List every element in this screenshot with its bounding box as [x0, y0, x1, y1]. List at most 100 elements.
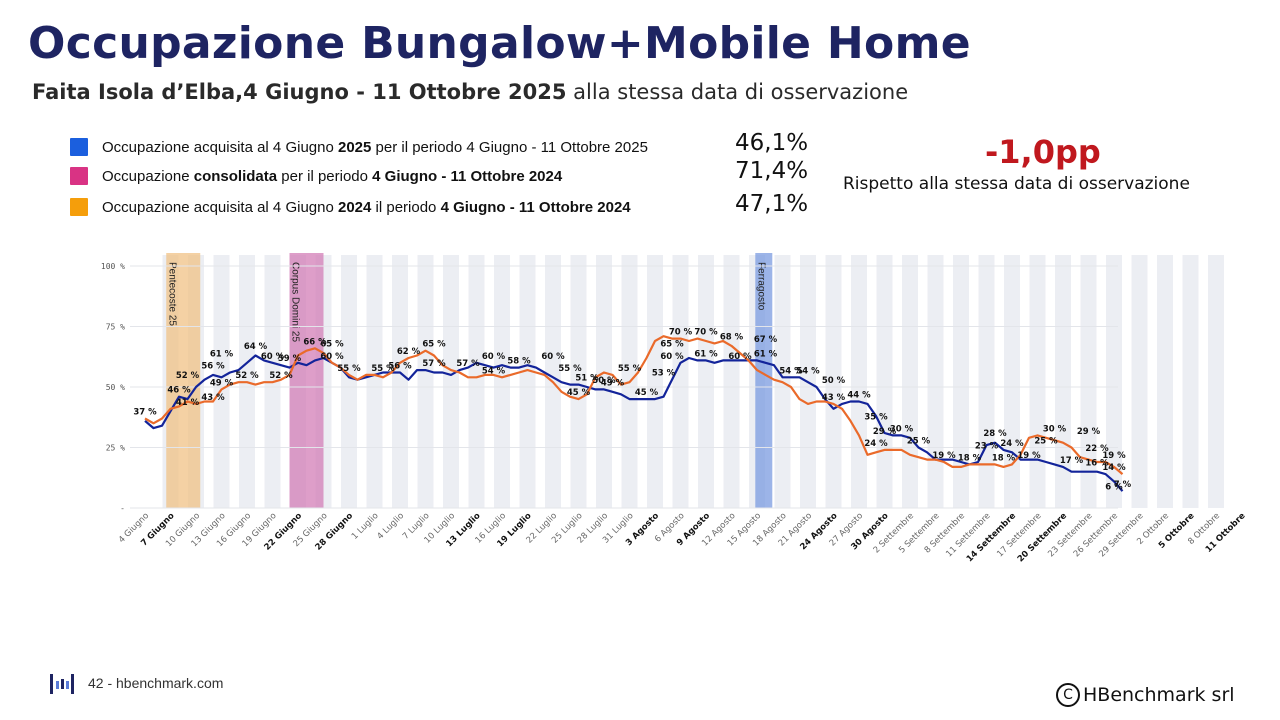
data-label: 49 %: [601, 378, 625, 388]
data-label: 45 %: [635, 388, 659, 398]
legend-label: Occupazione consolidata per il periodo 4…: [102, 167, 563, 185]
weekend-band: [1029, 255, 1046, 508]
weekend-band: [851, 255, 867, 508]
data-label: 51 %: [575, 374, 599, 384]
weekend-band: [1080, 255, 1097, 508]
data-label: 24 %: [864, 439, 888, 449]
data-label: 22 %: [1085, 444, 1109, 454]
data-label: 50 %: [822, 376, 846, 386]
weekend-band: [1131, 255, 1148, 508]
data-label: 45 %: [567, 388, 591, 398]
page-title: Occupazione Bungalow+Mobile Home: [28, 18, 971, 69]
event-band: [755, 253, 773, 508]
data-label: 54 %: [779, 366, 803, 376]
data-label: 35 %: [864, 412, 888, 422]
data-label: 59 %: [278, 354, 302, 364]
data-label: 54 %: [482, 366, 506, 376]
weekend-band: [978, 255, 995, 508]
series-line: [144, 335, 1124, 475]
data-label: 66 %: [303, 337, 327, 347]
data-label: 60 %: [660, 352, 684, 362]
data-label: 14 %: [1102, 463, 1126, 473]
weekend-band: [1157, 255, 1173, 508]
data-label: 25 %: [907, 437, 931, 447]
legend-percentage: 47,1%: [735, 191, 809, 217]
data-label: 53 %: [652, 369, 676, 379]
data-label: 54 %: [796, 366, 820, 376]
copyright-icon: C: [1056, 683, 1080, 707]
weekend-band: [672, 255, 689, 508]
y-tick-label: -: [120, 504, 125, 513]
weekend-band: [519, 255, 536, 508]
data-label: 7 %: [1114, 480, 1132, 490]
data-label: 60 %: [261, 352, 285, 362]
data-label: 16 %: [1085, 458, 1109, 468]
weekend-band: [723, 255, 740, 508]
weekend-band: [468, 255, 485, 508]
data-label: 23 %: [975, 441, 999, 451]
weekend-band: [417, 255, 434, 508]
data-label: 70 %: [669, 328, 693, 338]
footer-page: 42 - hbenchmark.com: [88, 675, 224, 691]
hbenchmark-logo-icon: [50, 674, 74, 694]
data-label: 60 %: [541, 352, 565, 362]
event-label: Corpus Domini 25: [290, 262, 301, 342]
weekend-band: [494, 255, 510, 508]
weekend-band: [213, 255, 230, 508]
legend-label: Occupazione acquisita al 4 Giugno 2024 i…: [102, 198, 631, 216]
data-label: 41 %: [176, 398, 200, 408]
weekend-band: [825, 255, 842, 508]
weekend-band: [341, 255, 357, 508]
legend-item: Occupazione acquisita al 4 Giugno 2025 p…: [70, 138, 648, 156]
data-label: 50 %: [592, 376, 616, 386]
copyright: C HBenchmark srl: [1056, 683, 1235, 707]
data-label: 24 %: [1000, 439, 1024, 449]
data-label: 61 %: [210, 349, 234, 359]
data-label: 46 %: [167, 386, 191, 396]
data-label: 18 %: [958, 453, 982, 463]
data-label: 29 %: [1077, 427, 1101, 437]
data-label: 56 %: [388, 361, 412, 371]
weekend-band: [902, 255, 918, 508]
data-label: 62 %: [397, 347, 421, 357]
y-tick-label: 100 %: [101, 262, 125, 271]
event-band: [289, 253, 324, 508]
data-label: 19 %: [1017, 451, 1041, 461]
data-label: 70 %: [694, 328, 718, 338]
legend-label: Occupazione acquisita al 4 Giugno 2025 p…: [102, 138, 648, 156]
data-label: 52 %: [269, 371, 293, 381]
data-label: 25 %: [1034, 437, 1058, 447]
data-label: 57 %: [456, 359, 480, 369]
weekend-band: [392, 255, 408, 508]
x-tick-label: 1 Luglio: [350, 511, 381, 542]
data-label: 43 %: [201, 393, 225, 403]
legend-swatch: [70, 198, 88, 216]
data-label: 55 %: [558, 364, 582, 374]
data-label: 17 %: [1060, 456, 1084, 466]
legend-percentage: 46,1%: [735, 130, 809, 156]
subtitle-rest: alla stessa data di osservazione: [566, 80, 909, 104]
weekend-band: [953, 255, 969, 508]
page-subtitle: Faita Isola d’Elba,4 Giugno - 11 Ottobre…: [32, 80, 908, 104]
data-label: 37 %: [133, 407, 157, 417]
data-label: 29 %: [873, 427, 897, 437]
weekend-band: [876, 255, 893, 508]
data-label: 52 %: [176, 371, 200, 381]
weekend-band: [927, 255, 944, 508]
series-line: [144, 354, 1124, 492]
data-label: 18 %: [992, 453, 1016, 463]
weekend-band: [1106, 255, 1122, 508]
subtitle-bold: Faita Isola d’Elba,4 Giugno - 11 Ottobre…: [32, 80, 567, 104]
legend-swatch: [70, 138, 88, 156]
data-label: 65 %: [422, 340, 446, 350]
weekend-band: [596, 255, 612, 508]
data-label: 56 %: [201, 361, 225, 371]
data-label: 30 %: [1043, 424, 1067, 434]
weekend-band: [366, 255, 383, 508]
weekend-band: [1208, 255, 1224, 508]
data-label: 57 %: [422, 359, 446, 369]
data-label: 58 %: [507, 357, 531, 367]
copyright-text: HBenchmark srl: [1083, 684, 1235, 706]
data-label: 55 %: [337, 364, 361, 374]
event-label: Pentecoste 25: [166, 262, 177, 326]
